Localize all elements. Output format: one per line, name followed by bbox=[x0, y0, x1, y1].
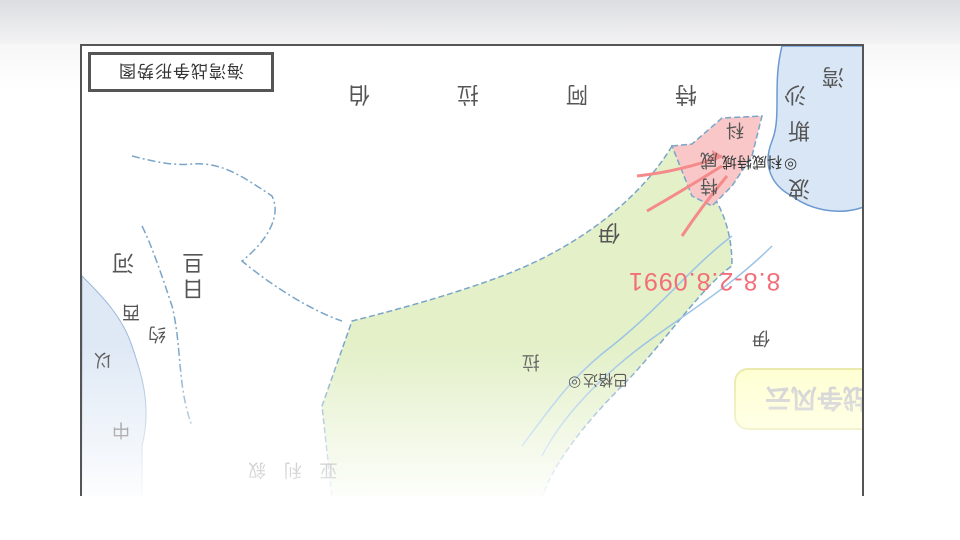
arrowhead bbox=[712, 150, 722, 162]
label-left-1: 河 bbox=[112, 249, 135, 274]
map-title-box: 海湾战争形势图 bbox=[88, 52, 274, 92]
city-marker-icon: ◎ bbox=[784, 153, 798, 172]
persian-gulf-water bbox=[767, 46, 862, 212]
label-iraq-2: 拉 bbox=[522, 351, 540, 372]
baghdad-label: ◎ 巴格达 bbox=[568, 371, 629, 390]
label-kuwait-1: 科 bbox=[726, 119, 744, 140]
label-left-6: 中 bbox=[112, 419, 130, 440]
label-left-5: 以 bbox=[94, 349, 112, 370]
label-kuwait-3: 特 bbox=[700, 175, 718, 196]
label-gulf-2: 斯 bbox=[788, 117, 811, 142]
city-marker-icon: ◎ bbox=[568, 371, 582, 390]
label-left-2: 西 bbox=[122, 301, 140, 322]
label-gulf-1: 波 bbox=[788, 175, 811, 200]
label-iran: 伊 bbox=[752, 327, 770, 348]
slide-header-band bbox=[0, 0, 960, 44]
map-title: 海湾战争形势图 bbox=[118, 59, 244, 80]
label-syria: 亚 利 叙 bbox=[242, 459, 338, 480]
war-date: 8.8-2.8.0991 bbox=[628, 267, 781, 295]
label-kuwait-2: 威 bbox=[700, 149, 718, 170]
map-frame: 海湾战争形势图 沙 特 阿 拉 伯 科 威 特 科威特城 ◎ 波 斯 湾 伊 拉… bbox=[80, 44, 864, 496]
label-iraq-1: 伊 bbox=[598, 219, 621, 244]
label-left-4: 日 bbox=[182, 275, 205, 300]
border-line-1 bbox=[131, 155, 343, 322]
label-left-3: 约 bbox=[148, 323, 166, 344]
label-saudi-arabia: 沙 特 阿 拉 伯 bbox=[308, 81, 806, 106]
kuwait-city-label: 科威特城 ◎ bbox=[722, 153, 798, 172]
callout-bubble: 战争风云 bbox=[734, 368, 862, 430]
label-gulf-3: 湾 bbox=[822, 63, 845, 88]
attack-arrow-3 bbox=[680, 175, 729, 237]
attack-arrow-2 bbox=[646, 164, 723, 213]
